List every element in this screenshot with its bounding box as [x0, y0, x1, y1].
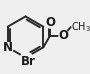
Text: O: O: [45, 16, 55, 29]
Text: CH$_3$: CH$_3$: [71, 20, 90, 34]
Text: Br: Br: [20, 55, 35, 68]
Text: N: N: [3, 41, 13, 54]
Text: O: O: [58, 29, 68, 42]
